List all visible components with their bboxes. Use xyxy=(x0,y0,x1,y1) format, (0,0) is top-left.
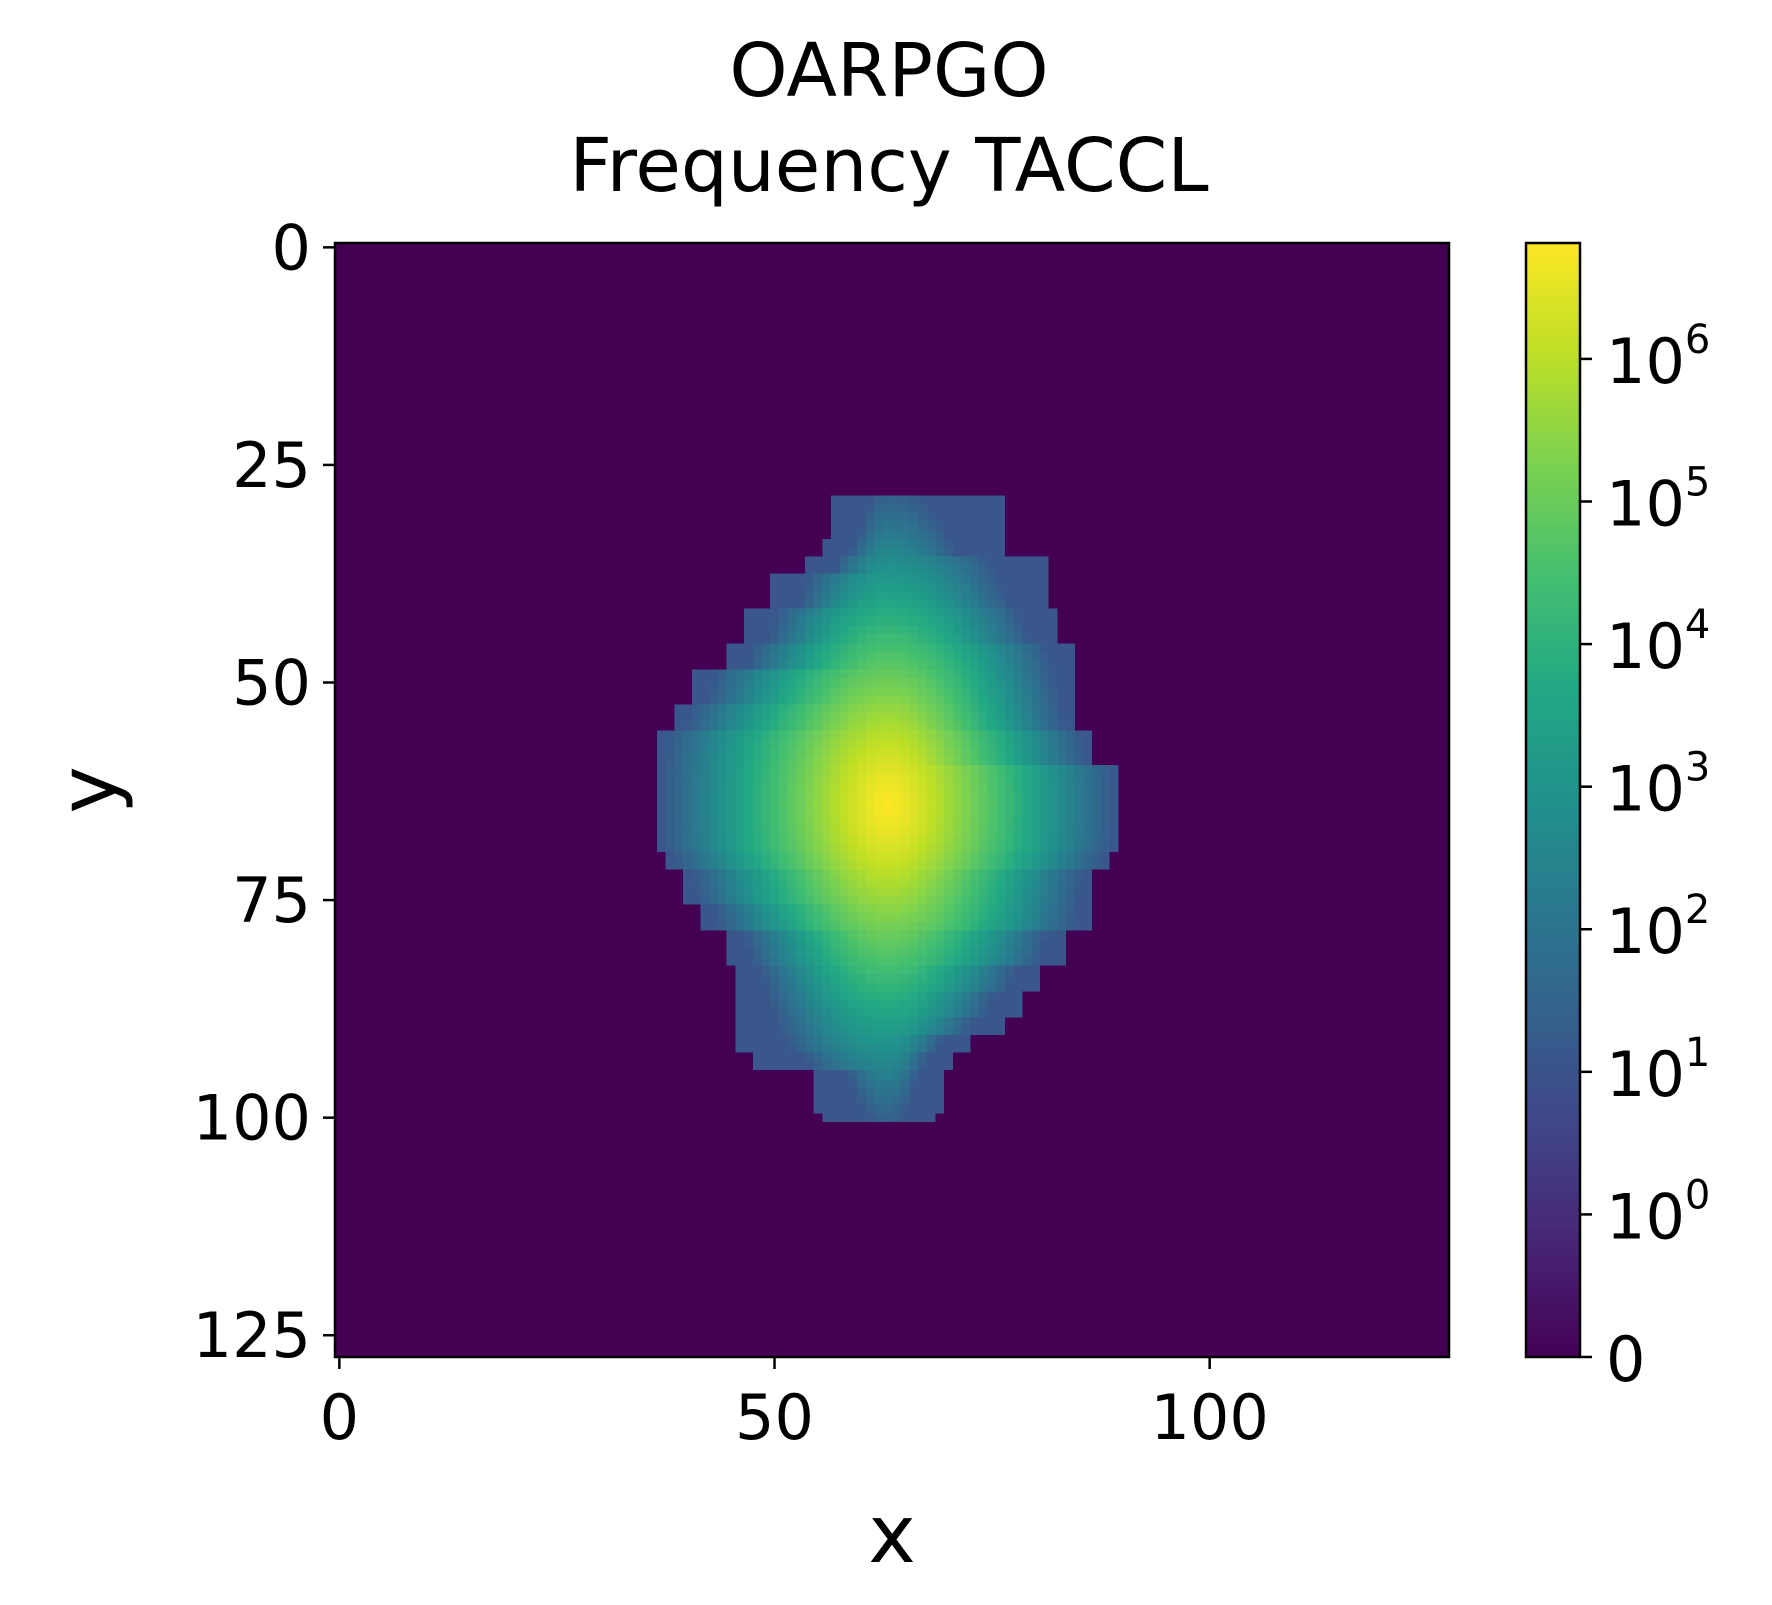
y-tick-label: 0 xyxy=(272,211,311,284)
y-tick-label: 50 xyxy=(232,647,311,720)
colorbar-tick-label: 106 xyxy=(1606,317,1710,398)
x-tick-label: 0 xyxy=(320,1381,359,1454)
colorbar-tick-label: 0 xyxy=(1606,1323,1645,1396)
colorbar-tick-label: 105 xyxy=(1606,459,1710,540)
x-axis-label: x xyxy=(868,1488,915,1581)
y-axis-ticks: 0 25 50 75 100 125 xyxy=(193,211,335,1372)
plot-frame xyxy=(333,241,1451,1359)
heatmap-plot-area xyxy=(333,241,1451,1359)
y-tick-label: 125 xyxy=(193,1299,311,1372)
chart-title-line2: Frequency TACCL xyxy=(569,123,1208,209)
colorbar-tick-label: 100 xyxy=(1606,1172,1710,1253)
y-tick-label: 25 xyxy=(232,429,311,502)
x-tick-label: 50 xyxy=(735,1381,814,1454)
colorbar-tick-label: 103 xyxy=(1606,745,1710,826)
heatmap-image xyxy=(335,243,1449,1357)
x-tick-label: 100 xyxy=(1150,1381,1268,1454)
x-axis-ticks: 0 50 100 xyxy=(320,1357,1269,1454)
colorbar-tick-label: 104 xyxy=(1606,602,1710,683)
y-axis-label: y xyxy=(42,766,135,813)
y-tick-label: 100 xyxy=(193,1082,311,1155)
colorbar-gradient xyxy=(1524,241,1582,1359)
colorbar-tick-label: 101 xyxy=(1606,1030,1710,1111)
y-tick-label: 75 xyxy=(232,864,311,937)
colorbar-ticks: 0 100 101 102 103 104 105 106 xyxy=(1580,317,1710,1396)
colorbar: 0 100 101 102 103 104 105 106 xyxy=(1524,241,1710,1396)
chart-title-line1: OARPGO xyxy=(729,28,1048,114)
colorbar-tick-label: 102 xyxy=(1606,887,1710,968)
